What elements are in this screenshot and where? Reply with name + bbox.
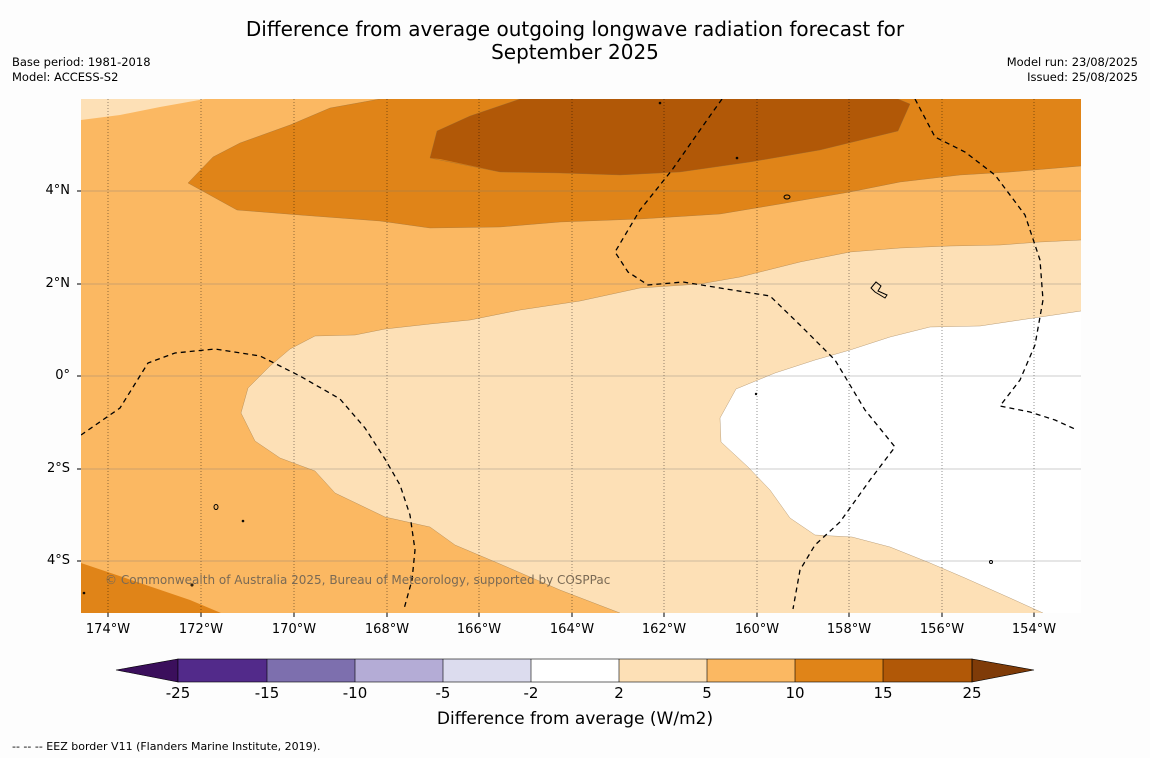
contour-lines — [187, 99, 1081, 613]
colorbar-segment — [355, 659, 443, 682]
colorbar-segment — [443, 659, 531, 682]
colorbar-high-extension — [971, 658, 1035, 683]
eez-borders — [81, 99, 1078, 610]
colorbar-segment — [619, 659, 707, 682]
x-tick-label: 174°W — [85, 622, 131, 637]
y-tick-label: 4°N — [45, 183, 71, 198]
colorbar-label: 15 — [873, 684, 893, 702]
issued-date: Issued: 25/08/2025 — [1027, 70, 1138, 84]
island — [754, 392, 758, 396]
axis-tick-marks — [77, 190, 1035, 617]
model-name: Model: ACCESS-S2 — [12, 70, 119, 84]
grid-lines — [81, 99, 1081, 613]
colorbar-low-extension — [115, 658, 179, 683]
title-line-1: Difference from average outgoing longwav… — [245, 17, 905, 41]
x-tick-label: 170°W — [271, 622, 317, 637]
colorbar-label: 2 — [614, 684, 624, 702]
colorbar-segment — [531, 659, 619, 682]
colorbar-title: Difference from average (W/m2) — [436, 709, 714, 729]
colorbar-segment — [707, 659, 795, 682]
island — [658, 101, 662, 105]
x-tick-label: 168°W — [364, 622, 410, 637]
colorbar-label: 10 — [785, 684, 805, 702]
colorbar-label: -25 — [165, 684, 191, 702]
band-2-5-topleft — [81, 99, 205, 120]
x-tick-label: 162°W — [641, 622, 687, 637]
x-tick-label: 156°W — [919, 622, 965, 637]
map-area: © Commonwealth of Australia 2025, Bureau… — [81, 99, 1081, 613]
y-tick-label: 2°S — [46, 461, 70, 476]
island — [989, 560, 993, 564]
eez-footnote: -- -- -- EEZ border V11 (Flanders Marine… — [12, 740, 321, 753]
y-tick-label: 0° — [55, 368, 70, 383]
colorbar-label: -5 — [435, 684, 451, 702]
title-line-2: September 2025 — [491, 40, 659, 64]
island — [241, 519, 245, 523]
band-10-15-southwest — [81, 563, 221, 613]
colorbar-segment — [267, 659, 355, 682]
colorbar — [115, 658, 1035, 683]
meta-left: Base period: 1981-2018 Model: ACCESS-S2 — [12, 55, 151, 85]
y-tick-label: 4°S — [46, 553, 70, 568]
colorbar-segment — [795, 659, 883, 682]
copyright-text: © Commonwealth of Australia 2025, Bureau… — [105, 573, 610, 587]
x-tick-label: 172°W — [178, 622, 224, 637]
colorbar-label: -15 — [254, 684, 280, 702]
islands — [82, 101, 993, 595]
model-run: Model run: 23/08/2025 — [1006, 55, 1138, 69]
colorbar-label: -10 — [342, 684, 368, 702]
island — [735, 156, 739, 160]
colorbar-label: -2 — [523, 684, 539, 702]
x-tick-label: 154°W — [1011, 622, 1057, 637]
x-tick-label: 164°W — [549, 622, 595, 637]
island — [82, 591, 86, 595]
colorbar-segment — [178, 659, 267, 682]
chart-title: Difference from average outgoing longwav… — [0, 18, 1150, 64]
island — [870, 281, 888, 299]
island — [213, 504, 219, 510]
base-period: Base period: 1981-2018 — [12, 55, 151, 69]
band-neutral-southeast — [720, 311, 1081, 613]
x-tick-label: 160°W — [734, 622, 780, 637]
y-tick-label: 2°N — [45, 276, 71, 291]
colorbar-segment — [883, 659, 972, 682]
colorbar-label: 5 — [702, 684, 712, 702]
island — [190, 583, 194, 587]
colorbar-label: 25 — [962, 684, 982, 702]
x-tick-label: 166°W — [456, 622, 502, 637]
island — [783, 194, 791, 200]
x-tick-label: 158°W — [826, 622, 872, 637]
meta-right: Model run: 23/08/2025 Issued: 25/08/2025 — [1007, 55, 1138, 85]
band-15-25-north — [430, 99, 910, 175]
